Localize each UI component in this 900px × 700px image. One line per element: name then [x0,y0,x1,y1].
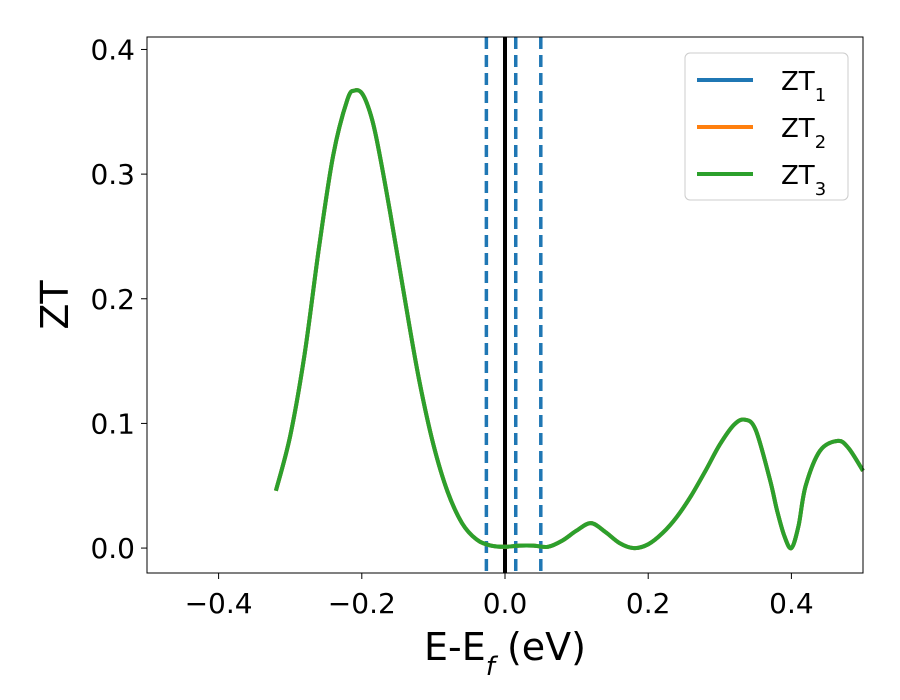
x-tick-label: 0.4 [769,587,814,620]
y-tick-label: 0.3 [90,158,135,191]
legend-label-zt2: ZT2 [781,114,826,153]
y-tick-label: 0.2 [90,283,135,316]
y-tick-label: 0.0 [90,532,135,565]
x-tick-label: −0.4 [185,587,253,620]
y-axis: 0.0 0.1 0.2 0.3 0.4 [90,33,147,565]
y-tick-label: 0.4 [90,33,135,66]
reference-lines [484,37,543,573]
x-axis-label: E-Ef (eV) [424,625,586,682]
y-axis-label: ZT [33,280,77,330]
x-tick-label: 0.2 [626,587,671,620]
legend-box [684,52,849,201]
x-axis: −0.4 −0.2 0.0 0.2 0.4 [185,573,814,620]
x-tick-label: −0.2 [328,587,396,620]
legend-label-zt3: ZT3 [781,161,826,200]
legend-label-zt1: ZT1 [781,67,826,106]
series-curves [273,88,865,551]
y-tick-label: 0.1 [90,407,135,440]
series-line-zt3 [273,88,865,551]
x-tick-label: 0.0 [483,587,528,620]
legend: ZT1 ZT2 ZT3 [684,52,849,201]
